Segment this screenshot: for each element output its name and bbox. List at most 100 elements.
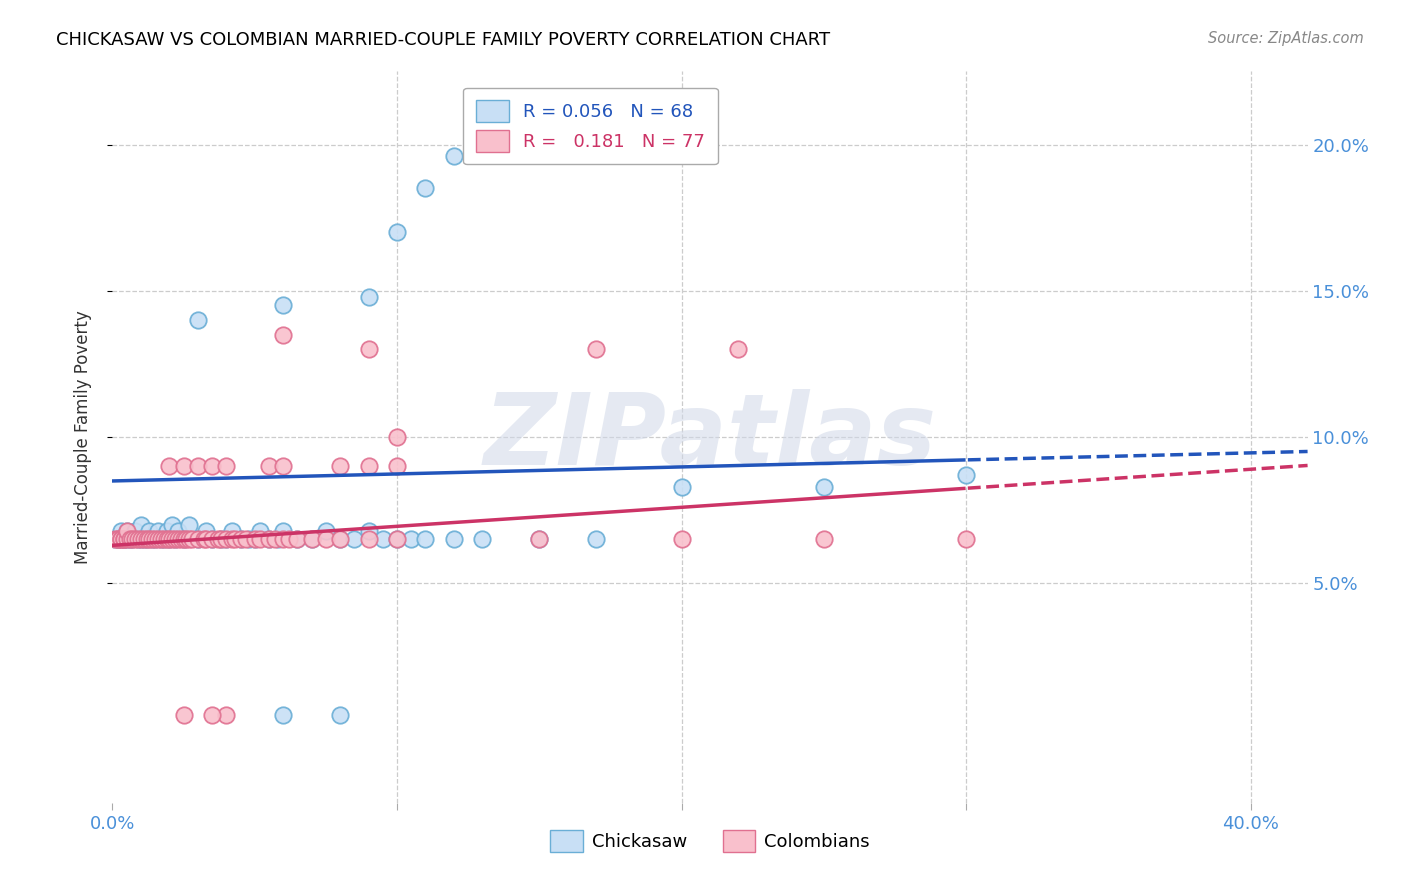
Point <box>529 533 551 547</box>
Point <box>187 459 209 474</box>
Point <box>132 533 155 547</box>
Point <box>243 533 266 547</box>
Point <box>112 533 135 547</box>
Point <box>170 533 193 547</box>
Point <box>187 533 209 547</box>
Point <box>179 517 201 532</box>
Point <box>112 533 135 547</box>
Point <box>167 533 190 547</box>
Point <box>115 524 138 538</box>
Point <box>343 533 366 547</box>
Point <box>263 533 285 547</box>
Point <box>157 533 180 547</box>
Point <box>176 533 198 547</box>
Point <box>209 533 232 547</box>
Point <box>315 524 337 538</box>
Point <box>357 524 380 538</box>
Point <box>146 533 169 547</box>
Point <box>107 533 129 547</box>
Point <box>110 533 132 547</box>
Point <box>129 517 152 532</box>
Point <box>127 533 149 547</box>
Point <box>135 533 157 547</box>
Point <box>671 480 693 494</box>
Point <box>357 533 380 547</box>
Point <box>107 533 129 547</box>
Point <box>143 533 166 547</box>
Point <box>104 533 127 547</box>
Point <box>127 533 149 547</box>
Point <box>471 533 494 547</box>
Point <box>529 533 551 547</box>
Point <box>143 533 166 547</box>
Point <box>179 533 201 547</box>
Point <box>121 533 143 547</box>
Point <box>329 533 352 547</box>
Point <box>193 533 215 547</box>
Point <box>415 181 437 195</box>
Point <box>287 533 309 547</box>
Point <box>329 708 352 723</box>
Point <box>257 533 280 547</box>
Point <box>195 533 218 547</box>
Point <box>229 533 252 547</box>
Point <box>138 533 160 547</box>
Point <box>107 533 129 547</box>
Text: ZIPatlas: ZIPatlas <box>484 389 936 485</box>
Point <box>215 708 238 723</box>
Point <box>271 459 294 474</box>
Point <box>124 524 146 538</box>
Point <box>173 708 195 723</box>
Point <box>121 533 143 547</box>
Point <box>955 468 977 483</box>
Point <box>443 149 465 163</box>
Point <box>115 533 138 547</box>
Point <box>115 524 138 538</box>
Point <box>201 533 224 547</box>
Point <box>110 524 132 538</box>
Point <box>235 533 257 547</box>
Point <box>155 533 177 547</box>
Point <box>162 533 183 547</box>
Point <box>124 533 146 547</box>
Point <box>215 533 238 547</box>
Point <box>243 533 266 547</box>
Point <box>165 533 187 547</box>
Point <box>315 533 337 547</box>
Point <box>813 480 835 494</box>
Point <box>152 533 174 547</box>
Point <box>813 533 835 547</box>
Point <box>181 533 204 547</box>
Point <box>112 533 135 547</box>
Point <box>149 533 172 547</box>
Point <box>173 459 195 474</box>
Point <box>165 533 187 547</box>
Point <box>224 533 246 547</box>
Point <box>149 533 172 547</box>
Point <box>287 533 309 547</box>
Point <box>173 533 195 547</box>
Point <box>173 533 195 547</box>
Legend: Chickasaw, Colombians: Chickasaw, Colombians <box>543 823 877 860</box>
Point <box>329 533 352 547</box>
Point <box>727 343 749 357</box>
Point <box>201 459 224 474</box>
Point <box>187 313 209 327</box>
Point <box>671 533 693 547</box>
Point <box>110 533 132 547</box>
Point <box>129 533 152 547</box>
Point <box>162 517 183 532</box>
Point <box>110 533 132 547</box>
Point <box>112 533 135 547</box>
Point <box>207 533 229 547</box>
Point <box>238 533 260 547</box>
Point <box>221 533 243 547</box>
Point <box>277 533 299 547</box>
Text: Source: ZipAtlas.com: Source: ZipAtlas.com <box>1208 31 1364 46</box>
Point <box>357 459 380 474</box>
Point <box>132 533 155 547</box>
Point <box>329 459 352 474</box>
Point <box>195 524 218 538</box>
Point <box>266 533 288 547</box>
Point <box>585 533 607 547</box>
